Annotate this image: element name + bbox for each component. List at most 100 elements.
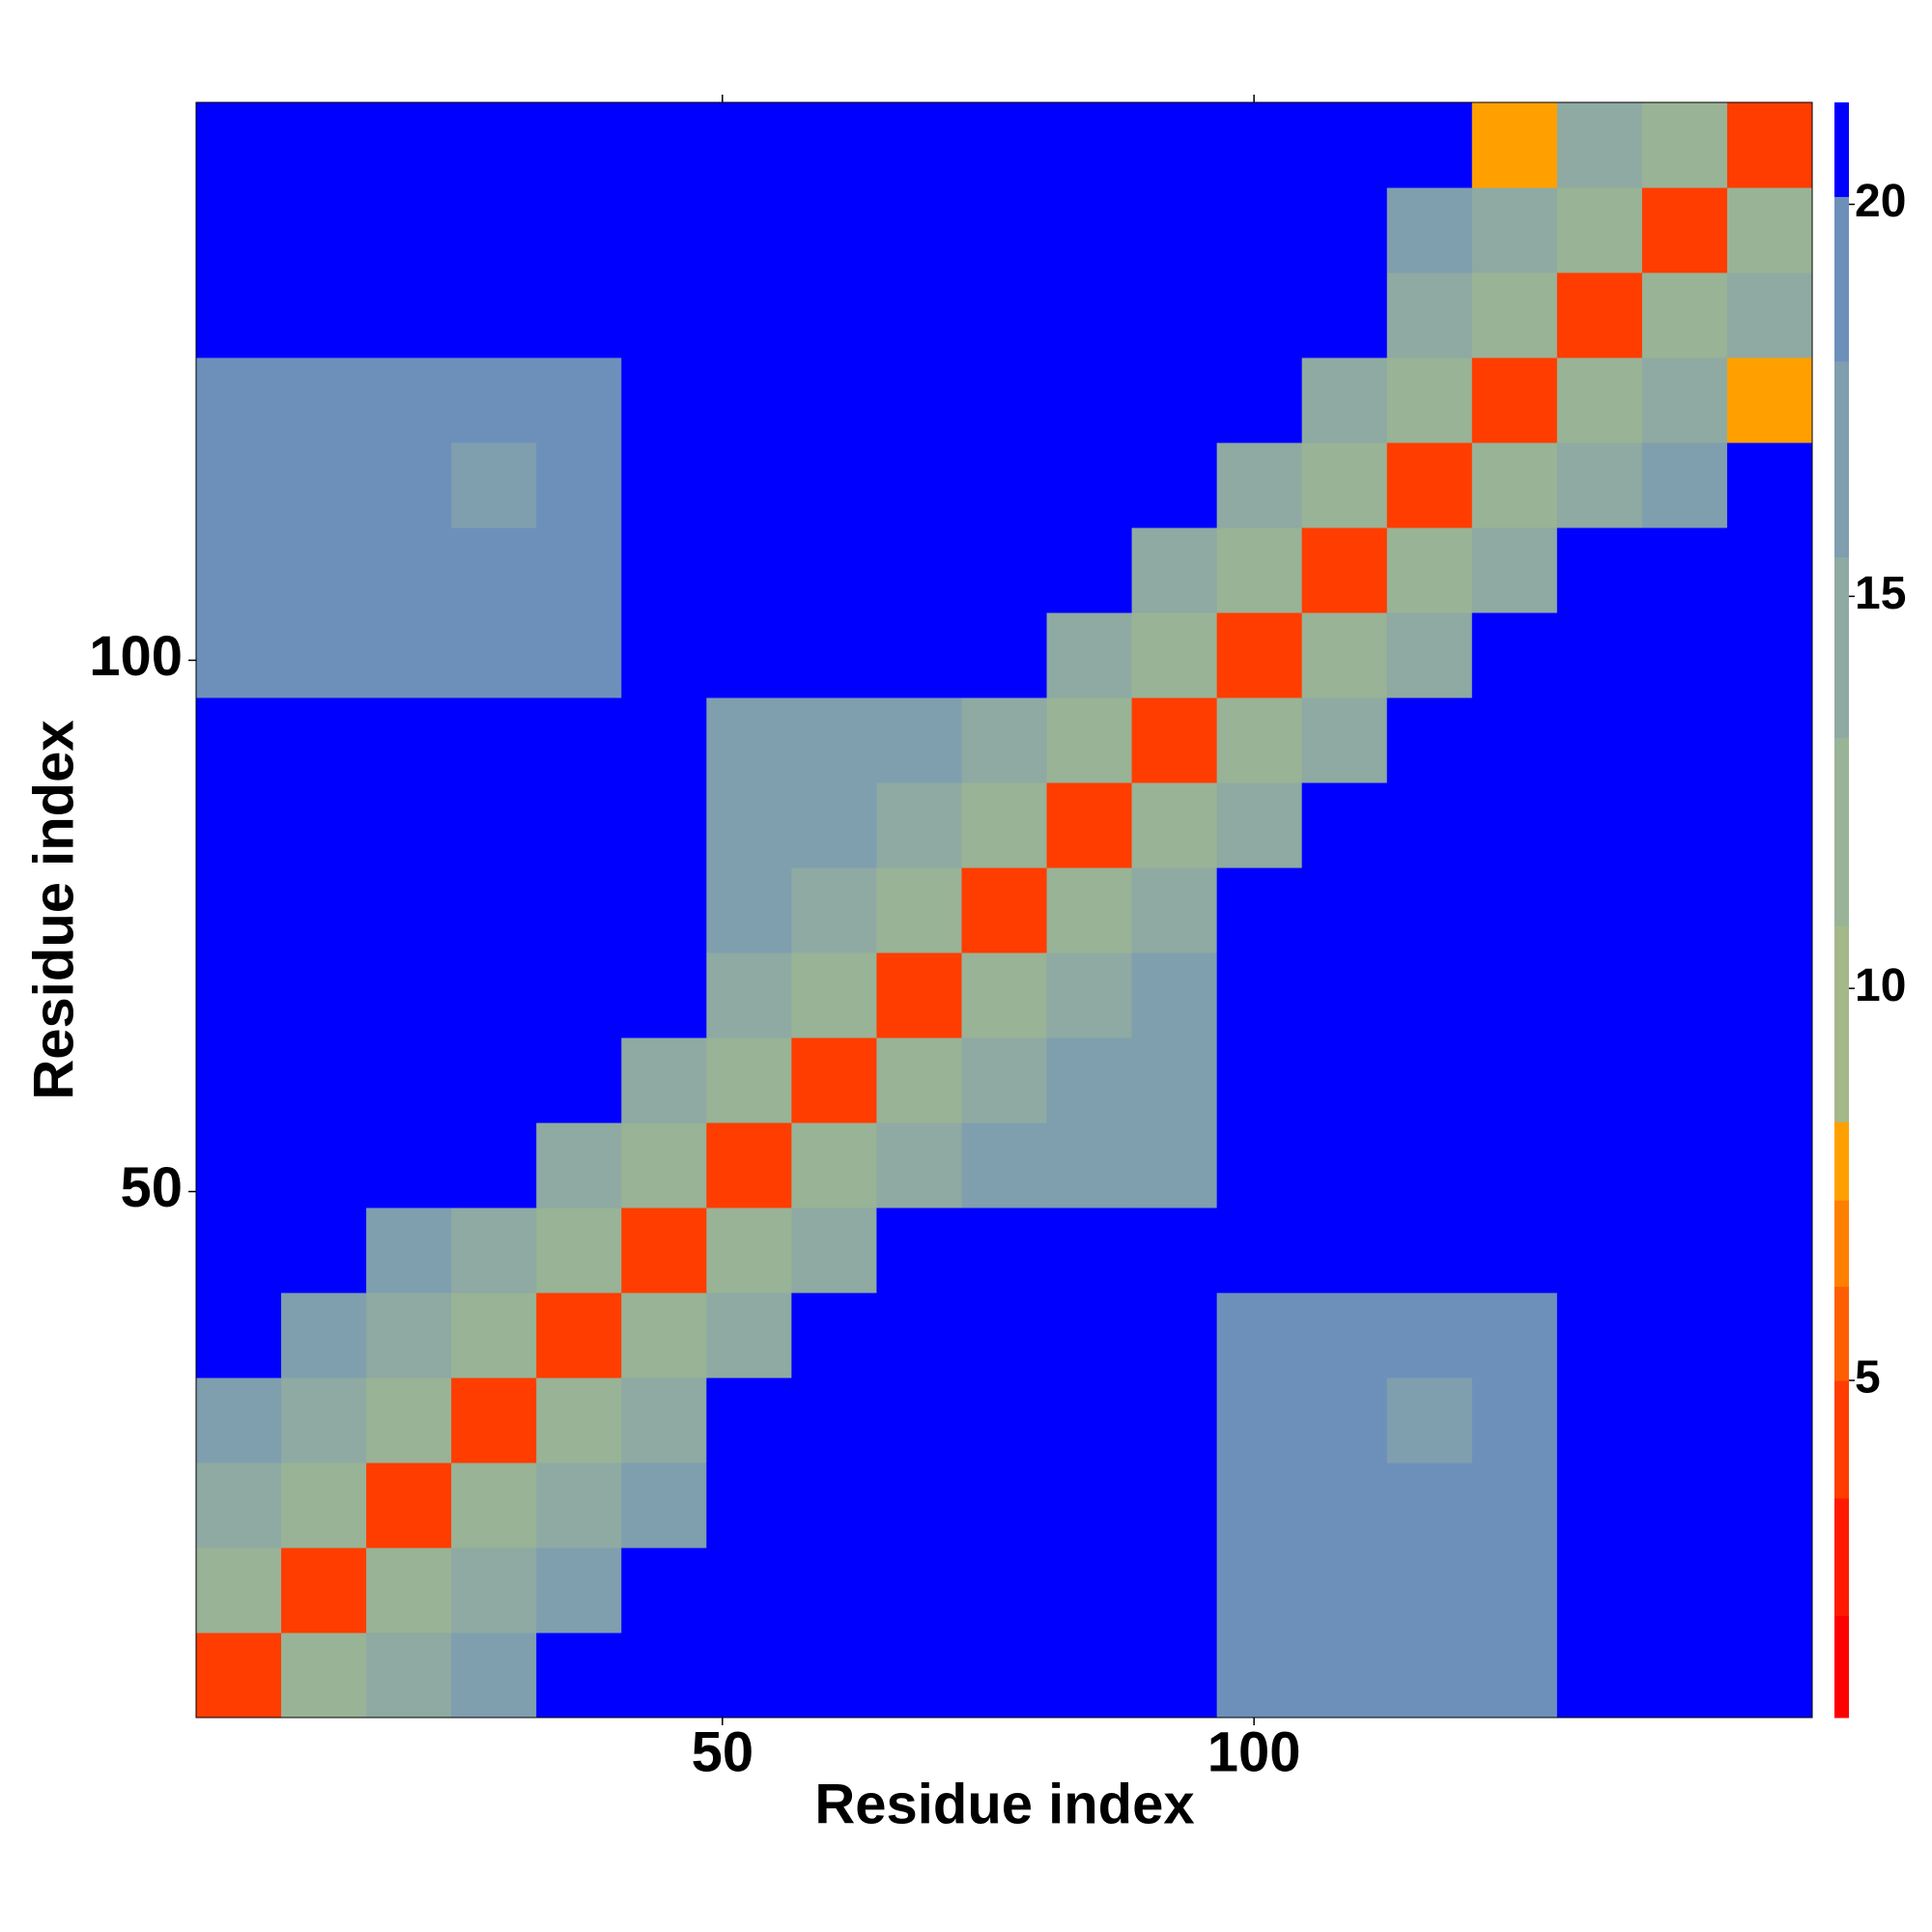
- heatmap-cell: [1131, 1633, 1218, 1719]
- heatmap-cell: [961, 1548, 1048, 1634]
- heatmap-cell: [961, 102, 1048, 188]
- heatmap-cell: [876, 527, 962, 613]
- heatmap-cell: [366, 1463, 452, 1548]
- colorbar-band: [1834, 925, 1849, 1122]
- heatmap-cell: [1131, 357, 1218, 443]
- heatmap-cell: [1301, 1037, 1388, 1123]
- heatmap-cell: [281, 527, 367, 613]
- heatmap-cell: [196, 187, 282, 273]
- heatmap-cell: [536, 187, 622, 273]
- heatmap-cell: [1301, 612, 1388, 698]
- heatmap-cell: [706, 1293, 792, 1378]
- heatmap-cell: [451, 1208, 537, 1293]
- heatmap-cell: [1046, 612, 1133, 698]
- heatmap-cell: [876, 1293, 962, 1378]
- heatmap-cell: [1046, 952, 1133, 1038]
- heatmap-cell: [1301, 697, 1388, 783]
- heatmap-cell: [536, 1633, 622, 1719]
- x-tick-label: 100: [1208, 1720, 1301, 1783]
- heatmap-cell: [961, 357, 1048, 443]
- heatmap-cell: [1046, 1122, 1133, 1208]
- heatmap-cell: [1471, 357, 1558, 443]
- heatmap-cell: [1556, 1548, 1643, 1634]
- heatmap-cell: [1386, 1633, 1473, 1719]
- colorbar-band: [1834, 102, 1849, 197]
- heatmap-cell: [791, 1548, 877, 1634]
- heatmap-cell: [706, 1633, 792, 1719]
- heatmap-cell: [1386, 612, 1473, 698]
- heatmap-cell: [366, 1037, 452, 1123]
- heatmap-cell: [1301, 1463, 1388, 1548]
- heatmap-cell: [196, 1037, 282, 1123]
- heatmap-cell: [1216, 1633, 1303, 1719]
- heatmap-cell: [1301, 1378, 1388, 1463]
- heatmap-cell: [451, 612, 537, 698]
- heatmap-cell: [536, 867, 622, 953]
- heatmap-cell: [1131, 1378, 1218, 1463]
- heatmap-cell: [621, 1037, 707, 1123]
- heatmap-cell: [1726, 952, 1813, 1038]
- heatmap-cell: [196, 782, 282, 868]
- heatmap-cell: [1556, 697, 1643, 783]
- heatmap-cell: [876, 1548, 962, 1634]
- heatmap-cell: [366, 952, 452, 1038]
- heatmap-cell: [791, 1122, 877, 1208]
- colorbar-band: [1834, 1497, 1849, 1616]
- heatmap-cell: [196, 867, 282, 953]
- heatmap-cell: [621, 1548, 707, 1634]
- heatmap-cell: [366, 357, 452, 443]
- heatmap-cell: [1641, 1037, 1728, 1123]
- heatmap-cell: [876, 442, 962, 528]
- heatmap-cell: [791, 527, 877, 613]
- heatmap-cell: [961, 1463, 1048, 1548]
- heatmap-cell: [536, 357, 622, 443]
- heatmap-cell: [1131, 867, 1218, 953]
- heatmap-cell: [1216, 357, 1303, 443]
- heatmap-cell: [366, 1293, 452, 1378]
- heatmap-cell: [366, 442, 452, 528]
- heatmap-cell: [536, 102, 622, 188]
- heatmap-cell: [706, 782, 792, 868]
- heatmap-cell: [621, 527, 707, 613]
- heatmap-cell: [1301, 1633, 1388, 1719]
- heatmap-cell: [961, 612, 1048, 698]
- heatmap-cell: [621, 1463, 707, 1548]
- heatmap-cell: [1301, 442, 1388, 528]
- colorbar-tick-label: 20: [1855, 176, 1906, 227]
- heatmap-cell: [1726, 357, 1813, 443]
- heatmap-cell: [961, 1378, 1048, 1463]
- heatmap-cell: [1471, 867, 1558, 953]
- heatmap-cell: [196, 1463, 282, 1548]
- heatmap-cell: [1556, 1463, 1643, 1548]
- heatmap-cell: [706, 1378, 792, 1463]
- heatmap-cell: [791, 1293, 877, 1378]
- heatmap-cell: [281, 952, 367, 1038]
- heatmap-cell: [281, 1463, 367, 1548]
- heatmap-cell: [1386, 357, 1473, 443]
- heatmap-cell: [1046, 272, 1133, 358]
- heatmap-cell: [196, 697, 282, 783]
- heatmap-cell: [281, 272, 367, 358]
- heatmap-cell: [1216, 1463, 1303, 1548]
- heatmap-cell: [1301, 527, 1388, 613]
- heatmap-cell: [876, 1633, 962, 1719]
- heatmap-cell: [281, 1208, 367, 1293]
- heatmap-cell: [1556, 782, 1643, 868]
- heatmap-cell: [1386, 1293, 1473, 1378]
- x-tick-label: 50: [692, 1720, 754, 1783]
- heatmap-cell: [1471, 1208, 1558, 1293]
- heatmap-cell: [876, 272, 962, 358]
- heatmap-cell: [1471, 1548, 1558, 1634]
- heatmap-cell: [451, 1293, 537, 1378]
- heatmap-cell: [536, 1463, 622, 1548]
- heatmap-cell: [621, 1208, 707, 1293]
- heatmap-cell: [621, 952, 707, 1038]
- heatmap-cell: [1301, 1122, 1388, 1208]
- heatmap-cell: [961, 1293, 1048, 1378]
- heatmap-cell: [1641, 697, 1728, 783]
- heatmap-cell: [281, 442, 367, 528]
- heatmap-cell: [961, 272, 1048, 358]
- heatmap-cell: [1556, 1293, 1643, 1378]
- heatmap-cell: [1386, 697, 1473, 783]
- heatmap-cell: [451, 357, 537, 443]
